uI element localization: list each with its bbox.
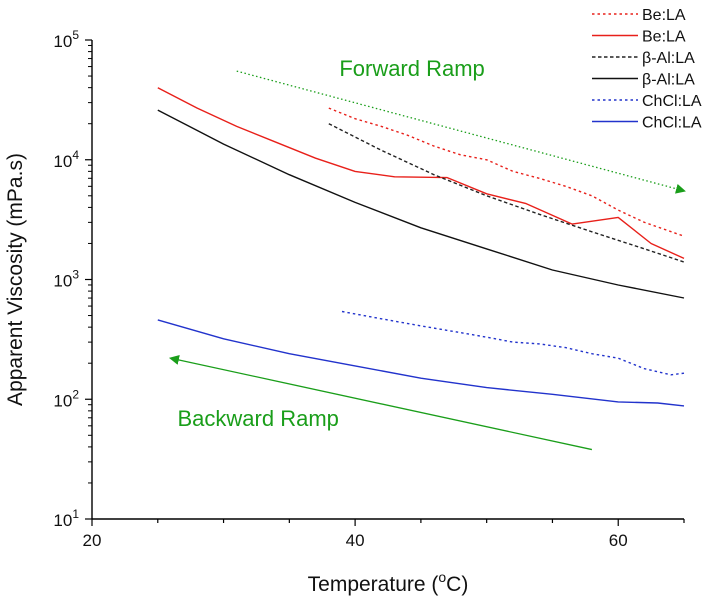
- y-axis-title: Apparent Viscosity (mPa.s): [4, 153, 27, 406]
- legend-label-0: Be:LA: [642, 7, 686, 24]
- series-line-5: [157, 319, 685, 407]
- series-line-1: [157, 87, 685, 260]
- x-tick-label: 40: [346, 531, 365, 550]
- x-axis-title: Temperature (oC): [308, 569, 469, 596]
- series-line-2: [328, 123, 685, 263]
- series-line-0: [328, 107, 685, 237]
- series-line-3: [157, 109, 685, 299]
- annotation-label-0: Forward Ramp: [339, 56, 484, 81]
- legend-label-5: ChCl:LA: [642, 115, 702, 132]
- legend-label-1: Be:LA: [642, 29, 686, 46]
- legend-label-2: β-Al:LA: [642, 50, 695, 67]
- annotation-arrow-1: [168, 355, 593, 451]
- series-line-4: [341, 310, 685, 376]
- y-tick-label: 104: [53, 148, 79, 171]
- annotation-label-1: Backward Ramp: [178, 406, 339, 431]
- legend-label-3: β-Al:LA: [642, 72, 695, 89]
- annotation-arrow-0: [236, 70, 686, 194]
- legend-label-4: ChCl:LA: [642, 93, 702, 110]
- y-tick-label: 105: [53, 28, 79, 51]
- y-tick-label: 102: [53, 387, 79, 410]
- x-tick-label: 20: [83, 531, 102, 550]
- x-tick-label: 60: [609, 531, 628, 550]
- y-tick-label: 103: [53, 268, 79, 291]
- y-tick-label: 101: [53, 507, 79, 530]
